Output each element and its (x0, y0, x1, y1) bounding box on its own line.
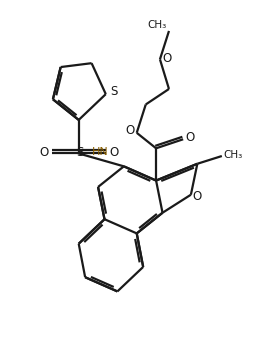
Text: CH₃: CH₃ (223, 150, 242, 160)
Text: HN: HN (92, 147, 108, 157)
Text: O: O (185, 131, 195, 144)
Text: O: O (109, 146, 118, 159)
Text: O: O (192, 189, 201, 202)
Text: S: S (110, 85, 118, 98)
Text: CH₃: CH₃ (148, 20, 167, 29)
Text: S: S (76, 146, 84, 159)
Text: O: O (163, 51, 172, 64)
Text: O: O (39, 146, 49, 159)
Text: O: O (125, 124, 134, 137)
